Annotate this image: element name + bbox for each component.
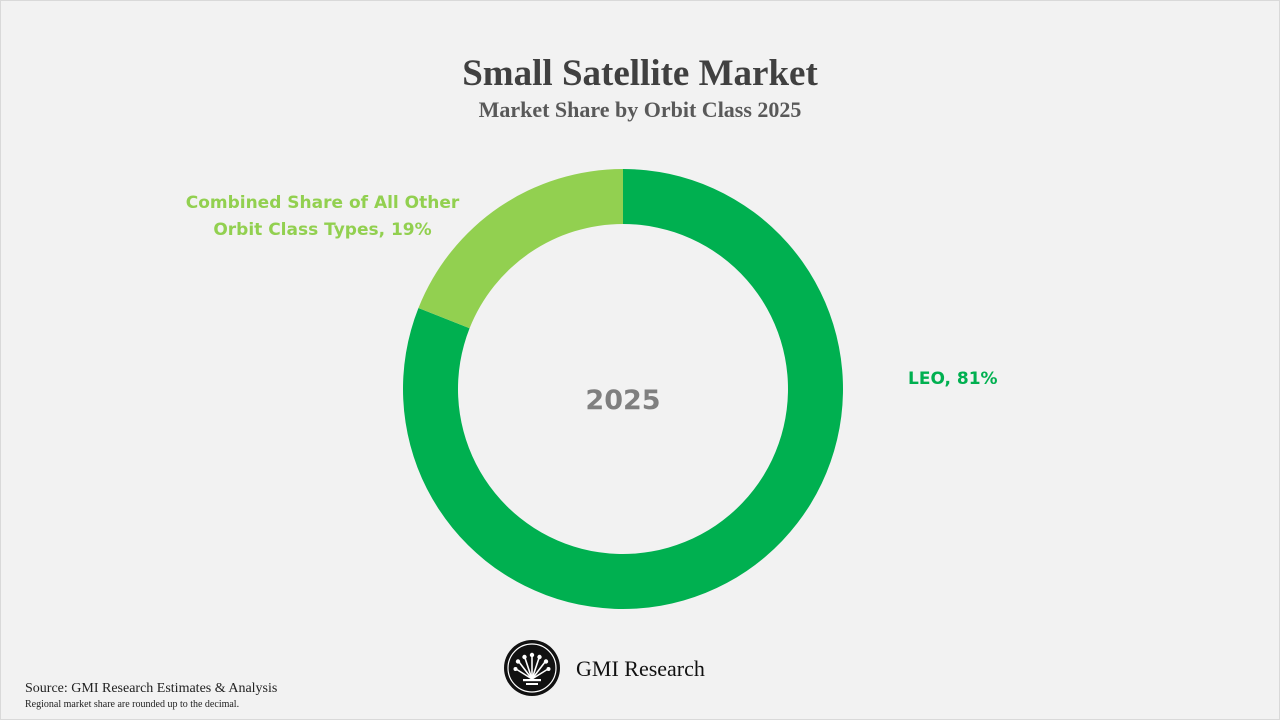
source-note: Source: GMI Research Estimates & Analysi… bbox=[25, 681, 278, 696]
chart-subtitle: Market Share by Orbit Class 2025 bbox=[478, 97, 802, 122]
data-label-other: Combined Share of All Other Orbit Class … bbox=[185, 193, 460, 240]
rounding-note: Regional market share are rounded up to … bbox=[25, 699, 240, 710]
chart-title: Small Satellite Market bbox=[462, 53, 818, 94]
donut-slice-combined-share-of-all-other-orbit-class-types bbox=[418, 169, 623, 329]
data-label-leo: LEO, 81% bbox=[908, 369, 998, 389]
brand-name: GMI Research bbox=[576, 656, 705, 681]
donut-center-label: 2025 bbox=[585, 385, 661, 416]
gmi-logo-icon bbox=[503, 639, 561, 697]
